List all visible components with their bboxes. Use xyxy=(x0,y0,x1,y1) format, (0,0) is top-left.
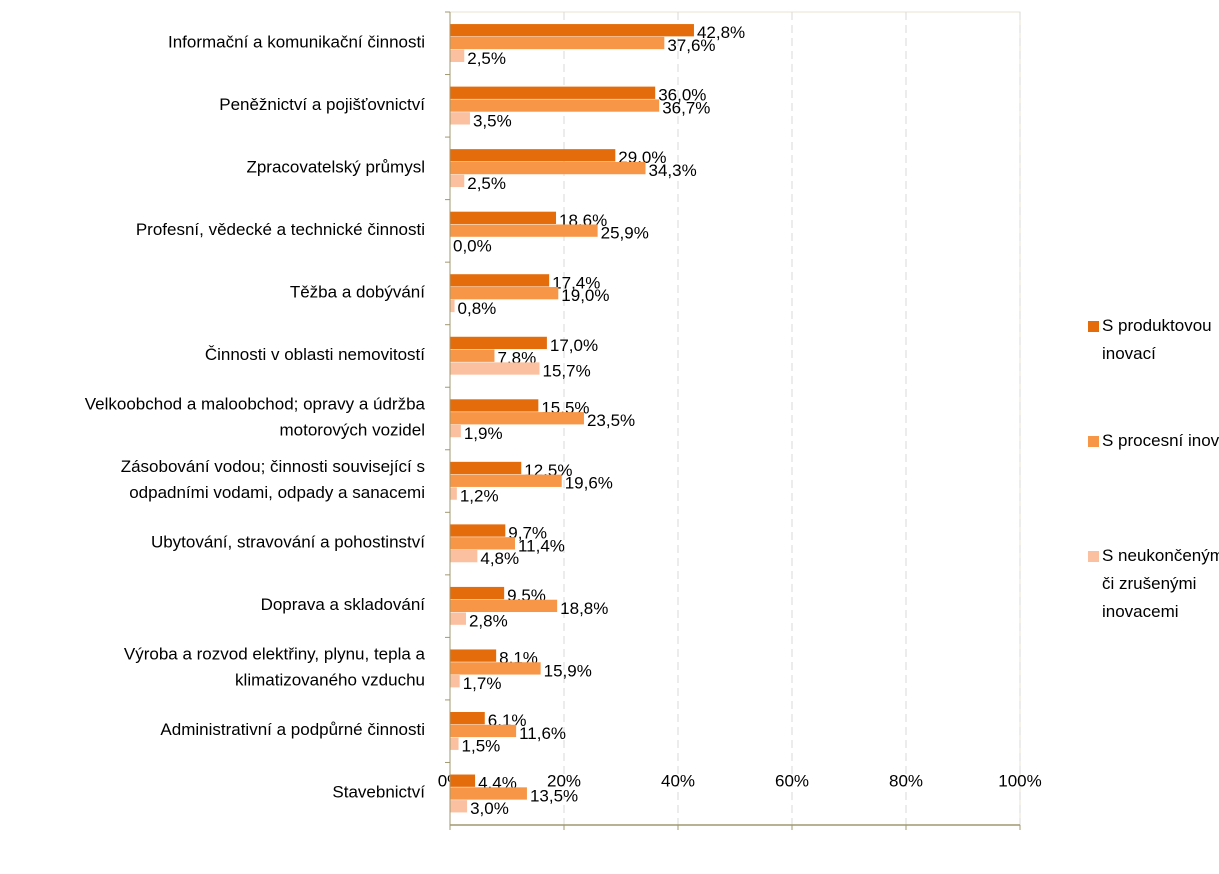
bar xyxy=(450,599,558,613)
x-tick-label: 40% xyxy=(661,771,695,790)
category-label: Výroba a rozvod elektřiny, plynu, tepla … xyxy=(124,645,426,690)
category-label: Profesní, vědecké a technické činnosti xyxy=(136,220,425,239)
legend-swatch xyxy=(1088,321,1099,332)
category-label: Ubytování, stravování a pohostinství xyxy=(151,533,425,552)
bar xyxy=(450,336,547,350)
bar xyxy=(450,362,540,375)
bar xyxy=(450,537,515,550)
legend-label: S produktovou inovací xyxy=(1102,316,1212,363)
legend-label: S neukončenými či zrušenými inovacemi xyxy=(1102,546,1219,621)
bar xyxy=(450,161,646,175)
data-label: 18,8% xyxy=(560,599,608,618)
legend-swatch xyxy=(1088,551,1099,562)
category-label: Stavebnictví xyxy=(332,783,425,802)
data-label: 11,6% xyxy=(519,724,566,743)
bar xyxy=(450,711,485,725)
bar xyxy=(450,149,616,162)
bar xyxy=(450,224,598,237)
data-label: 1,5% xyxy=(462,737,501,756)
data-label: 36,0% xyxy=(658,86,706,105)
bar xyxy=(450,649,497,662)
data-label: 3,5% xyxy=(473,111,512,130)
category-label: Zásobování vodou; činnosti související s… xyxy=(121,458,425,503)
bar xyxy=(450,675,460,688)
category-label: Administrativní a podpůrné činnosti xyxy=(160,721,425,740)
bar xyxy=(450,524,506,537)
bar xyxy=(450,274,550,287)
data-label: 25,9% xyxy=(601,224,649,243)
bar xyxy=(450,662,541,675)
category-label: Peněžnictví a pojišťovnictví xyxy=(219,95,425,114)
data-label: 1,2% xyxy=(460,487,499,506)
bar xyxy=(450,211,557,224)
data-label: 15,9% xyxy=(544,661,592,680)
bar xyxy=(450,174,465,188)
data-label: 4,8% xyxy=(480,549,519,568)
bar xyxy=(450,549,478,563)
bar xyxy=(450,724,517,738)
bar xyxy=(450,49,465,62)
bar xyxy=(450,461,522,475)
bar xyxy=(450,287,559,300)
data-label: 42,8% xyxy=(697,23,745,42)
data-label: 2,8% xyxy=(469,612,508,631)
x-tick-label: 100% xyxy=(998,771,1041,790)
x-tick-label: 60% xyxy=(775,771,809,790)
data-label: 11,4% xyxy=(518,536,565,555)
bar xyxy=(450,612,466,625)
bar xyxy=(450,474,562,487)
category-label: Velkoobchod a maloobchod; opravy a údržb… xyxy=(85,395,426,440)
data-label: 0,0% xyxy=(453,236,492,255)
category-label: Činnosti v oblasti nemovitostí xyxy=(205,345,425,364)
bar xyxy=(450,737,459,750)
bar xyxy=(450,86,656,99)
data-label: 1,7% xyxy=(463,674,502,693)
data-label: 34,3% xyxy=(649,161,697,180)
bar xyxy=(450,36,665,50)
bar xyxy=(450,412,584,425)
bar xyxy=(450,787,527,800)
bar xyxy=(450,299,455,313)
bar xyxy=(450,349,495,362)
data-label: 37,6% xyxy=(667,36,715,55)
bar xyxy=(450,112,470,125)
data-label: 19,6% xyxy=(565,474,613,493)
data-label: 3,0% xyxy=(470,799,509,818)
legend-label: S procesní inovací xyxy=(1102,431,1219,450)
data-label: 19,0% xyxy=(561,286,609,305)
bar xyxy=(450,487,457,500)
bar xyxy=(450,774,476,787)
data-label: 17,4% xyxy=(552,273,600,292)
data-label: 2,5% xyxy=(467,174,506,193)
category-label: Těžba a dobývání xyxy=(290,283,425,302)
bar xyxy=(450,424,461,438)
x-tick-label: 80% xyxy=(889,771,923,790)
data-label: 2,5% xyxy=(467,49,506,68)
category-label: Zpracovatelský průmysl xyxy=(246,158,425,177)
category-label: Informační a komunikační činnosti xyxy=(168,33,425,52)
data-label: 23,5% xyxy=(587,411,635,430)
data-label: 1,9% xyxy=(464,424,503,443)
data-label: 17,0% xyxy=(550,336,598,355)
data-label: 36,7% xyxy=(662,98,710,117)
category-label: Doprava a skladování xyxy=(261,596,426,615)
bar xyxy=(450,99,660,112)
data-label: 0,8% xyxy=(458,299,497,318)
data-label: 13,5% xyxy=(530,786,578,805)
x-tick-label: 20% xyxy=(547,771,581,790)
data-label: 9,7% xyxy=(508,523,547,542)
bar xyxy=(450,24,694,37)
bar xyxy=(450,399,539,412)
legend-swatch xyxy=(1088,436,1099,447)
bar xyxy=(450,586,505,600)
data-label: 15,7% xyxy=(542,361,590,380)
bar xyxy=(450,800,468,813)
